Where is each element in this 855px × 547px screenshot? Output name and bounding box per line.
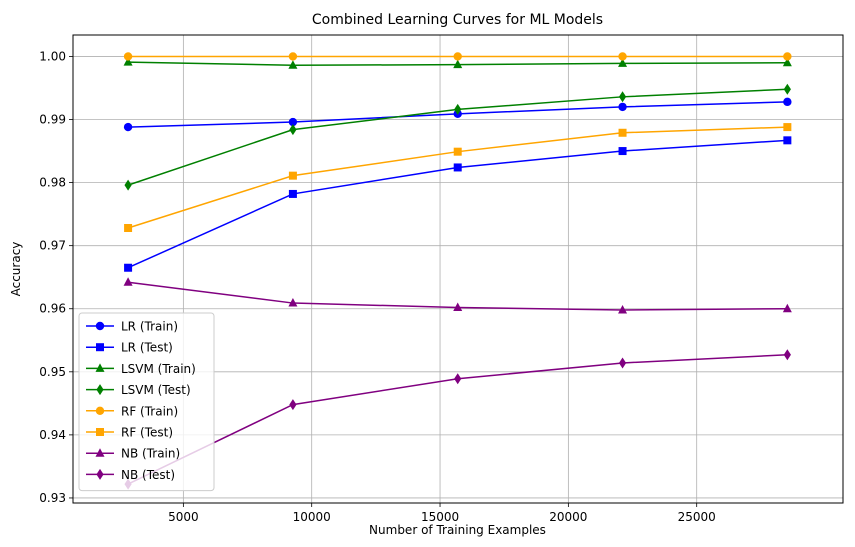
data-point: [783, 136, 792, 145]
data-point: [618, 304, 628, 314]
y-tick-label: 0.95: [39, 365, 66, 379]
plot-series: [123, 52, 792, 490]
data-point: [454, 373, 462, 385]
data-point: [453, 147, 462, 156]
data-point: [618, 102, 627, 112]
data-point: [123, 52, 133, 61]
data-point: [618, 128, 627, 137]
legend-marker: [96, 428, 104, 436]
data-point: [124, 179, 132, 191]
data-point: [453, 52, 462, 61]
legend-label: LR (Train): [121, 320, 178, 334]
data-point: [288, 52, 298, 61]
data-point: [123, 57, 133, 66]
legend-label: LSVM (Test): [121, 383, 191, 397]
legend-item: LR (Test): [86, 341, 173, 355]
legend-item: RF (Test): [86, 426, 173, 440]
legend-item: LSVM (Train): [86, 362, 196, 376]
legend-box: [78, 312, 215, 492]
legend-marker: [96, 468, 104, 480]
data-point: [618, 357, 627, 369]
y-tick-label: 0.93: [39, 491, 66, 505]
legend-marker: [96, 384, 104, 396]
legend-label: RF (Test): [121, 426, 173, 440]
data-point: [288, 117, 298, 127]
data-point: [782, 57, 792, 67]
data-point: [618, 58, 628, 67]
axis-ticks: 5000 10000 15000 20000 25000 0.93 0.94 0.95 0.96…: [39, 49, 716, 524]
legend-marker: [95, 363, 105, 372]
data-point: [288, 298, 298, 307]
series-1: [124, 136, 792, 272]
data-point: [289, 124, 297, 136]
series-line: [127, 139, 788, 269]
y-tick-label: 0.96: [39, 302, 66, 316]
legend-item: LR (Train): [86, 320, 178, 334]
data-point: [454, 103, 462, 115]
series-line: [127, 126, 788, 229]
data-point: [124, 224, 133, 233]
chart-title: Combined Learning Curves for ML Models: [312, 12, 603, 28]
y-tick-label: 0.99: [39, 113, 66, 127]
data-point: [618, 91, 627, 103]
y-axis-label: Accuracy: [9, 242, 23, 297]
data-point: [123, 122, 133, 132]
data-point: [783, 52, 792, 61]
y-tick-label: 1.00: [39, 49, 66, 63]
series-4: [123, 52, 792, 61]
series-2: [123, 57, 792, 69]
legend-label: NB (Train): [121, 447, 180, 461]
data-point: [289, 399, 297, 411]
legend-label: NB (Test): [121, 468, 175, 482]
data-point: [783, 83, 791, 95]
x-tick-label: 15000: [421, 510, 459, 524]
data-point: [288, 60, 298, 69]
series-5: [124, 123, 792, 233]
legend-item: LSVM (Test): [86, 383, 191, 397]
x-tick-label: 5000: [168, 510, 199, 524]
y-tick-label: 0.94: [39, 428, 66, 442]
legend-marker: [95, 448, 105, 457]
legend: LR (Train) LR (Test) LSVM (Train) LSVM (Tes…: [78, 312, 215, 492]
y-tick-label: 0.97: [39, 239, 66, 253]
plot-frame: [72, 34, 844, 504]
x-tick-label: 20000: [549, 510, 587, 524]
legend-label: LR (Test): [121, 341, 173, 355]
data-point: [123, 277, 133, 286]
data-point: [618, 147, 627, 156]
data-point: [783, 349, 791, 361]
legend-item: RF (Train): [86, 404, 178, 418]
x-tick-label: 25000: [678, 510, 716, 524]
data-point: [288, 189, 297, 198]
legend-marker: [96, 343, 104, 352]
legend-marker: [95, 321, 105, 331]
legend-item: NB (Test): [86, 468, 175, 482]
y-tick-label: 0.98: [39, 176, 66, 190]
x-tick-label: 10000: [293, 510, 331, 524]
data-point: [783, 123, 792, 132]
series-3: [124, 83, 791, 191]
data-point: [453, 59, 463, 69]
data-point: [453, 302, 463, 311]
data-point: [288, 171, 297, 180]
data-point: [618, 52, 627, 61]
data-point: [783, 97, 792, 107]
data-point: [453, 163, 462, 172]
series-7: [124, 349, 791, 490]
legend-item: NB (Train): [86, 447, 180, 461]
legend-label: LSVM (Train): [121, 362, 196, 376]
data-point: [782, 303, 792, 313]
legend-label: RF (Train): [121, 404, 178, 418]
legend-marker: [95, 406, 105, 415]
x-axis-label: Number of Training Examples: [369, 523, 546, 537]
series-6: [123, 277, 792, 314]
data-point: [124, 263, 133, 272]
